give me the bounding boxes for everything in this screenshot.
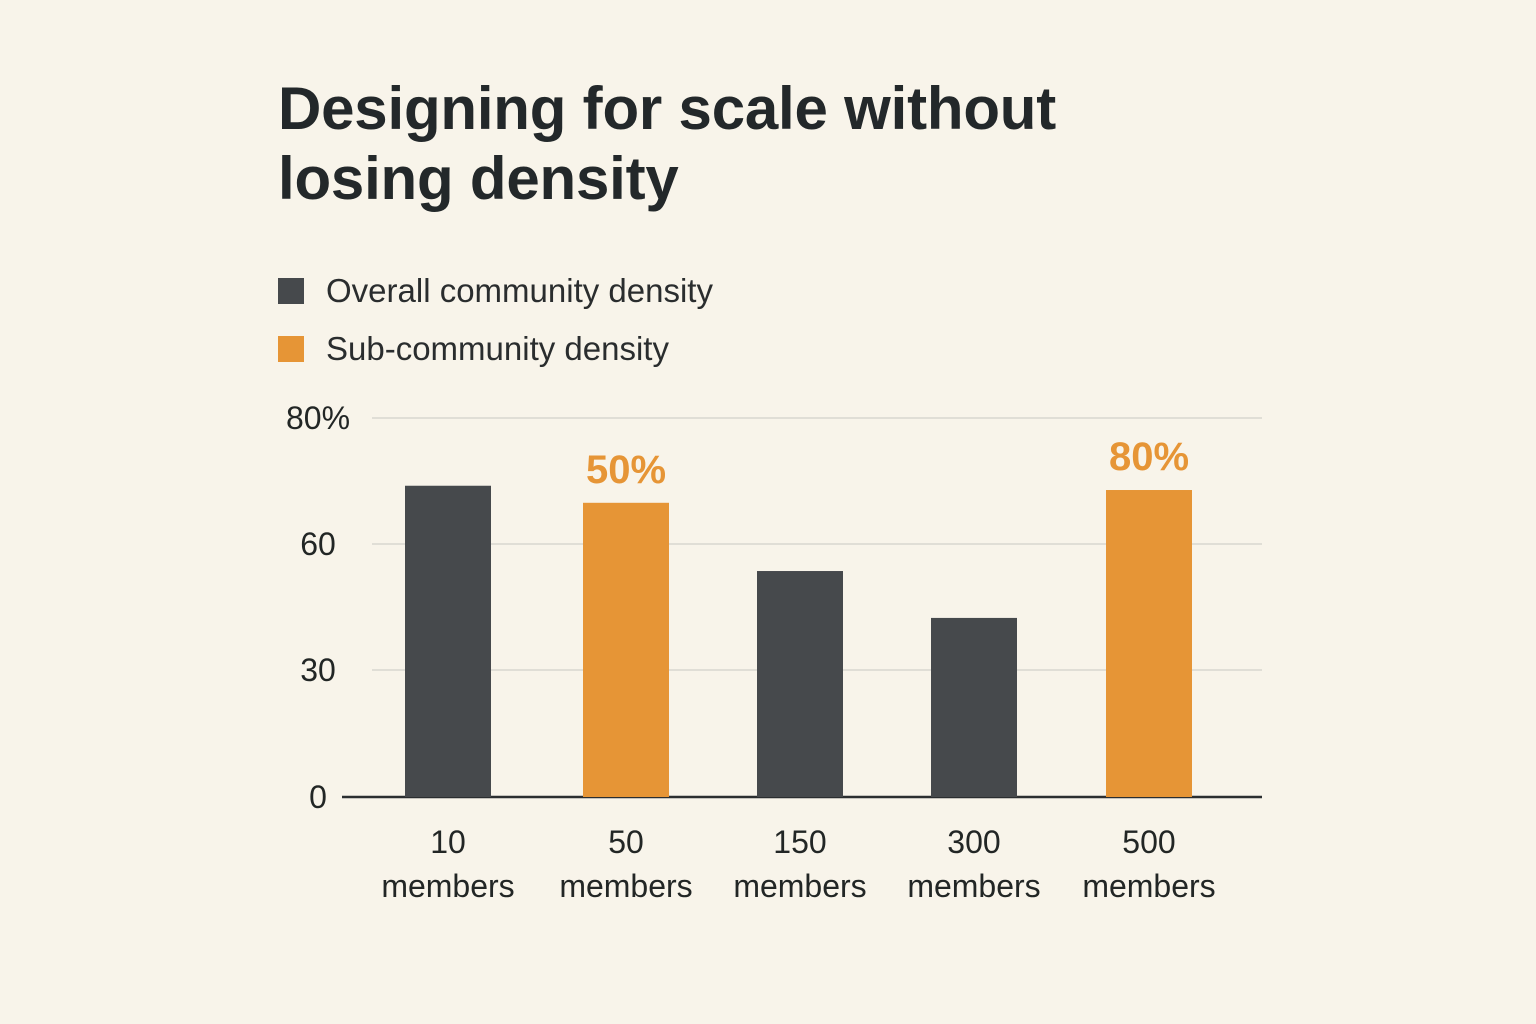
x-tick-label: members bbox=[559, 868, 692, 904]
x-tick-label: members bbox=[907, 868, 1040, 904]
bar bbox=[583, 502, 669, 797]
legend-label-sub: Sub-community density bbox=[326, 330, 669, 367]
y-tick-label: 0 bbox=[309, 779, 327, 815]
bar bbox=[405, 485, 491, 797]
x-tick-label: 500 bbox=[1122, 824, 1175, 860]
bar bbox=[931, 617, 1017, 797]
y-tick-label: 30 bbox=[300, 652, 336, 688]
data-label: 50% bbox=[586, 448, 666, 492]
bar bbox=[757, 571, 843, 797]
x-tick-label: members bbox=[733, 868, 866, 904]
chart-title: Designing for scale without losing densi… bbox=[278, 75, 1056, 212]
legend-label-overall: Overall community density bbox=[326, 272, 713, 309]
data-label: 80% bbox=[1109, 435, 1189, 479]
x-tick-label: 10 bbox=[430, 824, 466, 860]
y-tick-label: 80% bbox=[286, 400, 350, 436]
bar bbox=[1106, 490, 1192, 797]
x-tick-label: 50 bbox=[608, 824, 644, 860]
legend-item-overall: Overall community density bbox=[278, 262, 713, 320]
legend-swatch-sub bbox=[278, 336, 304, 362]
y-tick-label: 60 bbox=[300, 526, 336, 562]
legend: Overall community density Sub-community … bbox=[278, 262, 713, 378]
legend-item-sub: Sub-community density bbox=[278, 320, 713, 378]
x-tick-label: members bbox=[1082, 868, 1215, 904]
x-tick-label: 150 bbox=[773, 824, 826, 860]
x-tick-label: members bbox=[381, 868, 514, 904]
x-tick-label: 300 bbox=[947, 824, 1000, 860]
legend-swatch-overall bbox=[278, 278, 304, 304]
